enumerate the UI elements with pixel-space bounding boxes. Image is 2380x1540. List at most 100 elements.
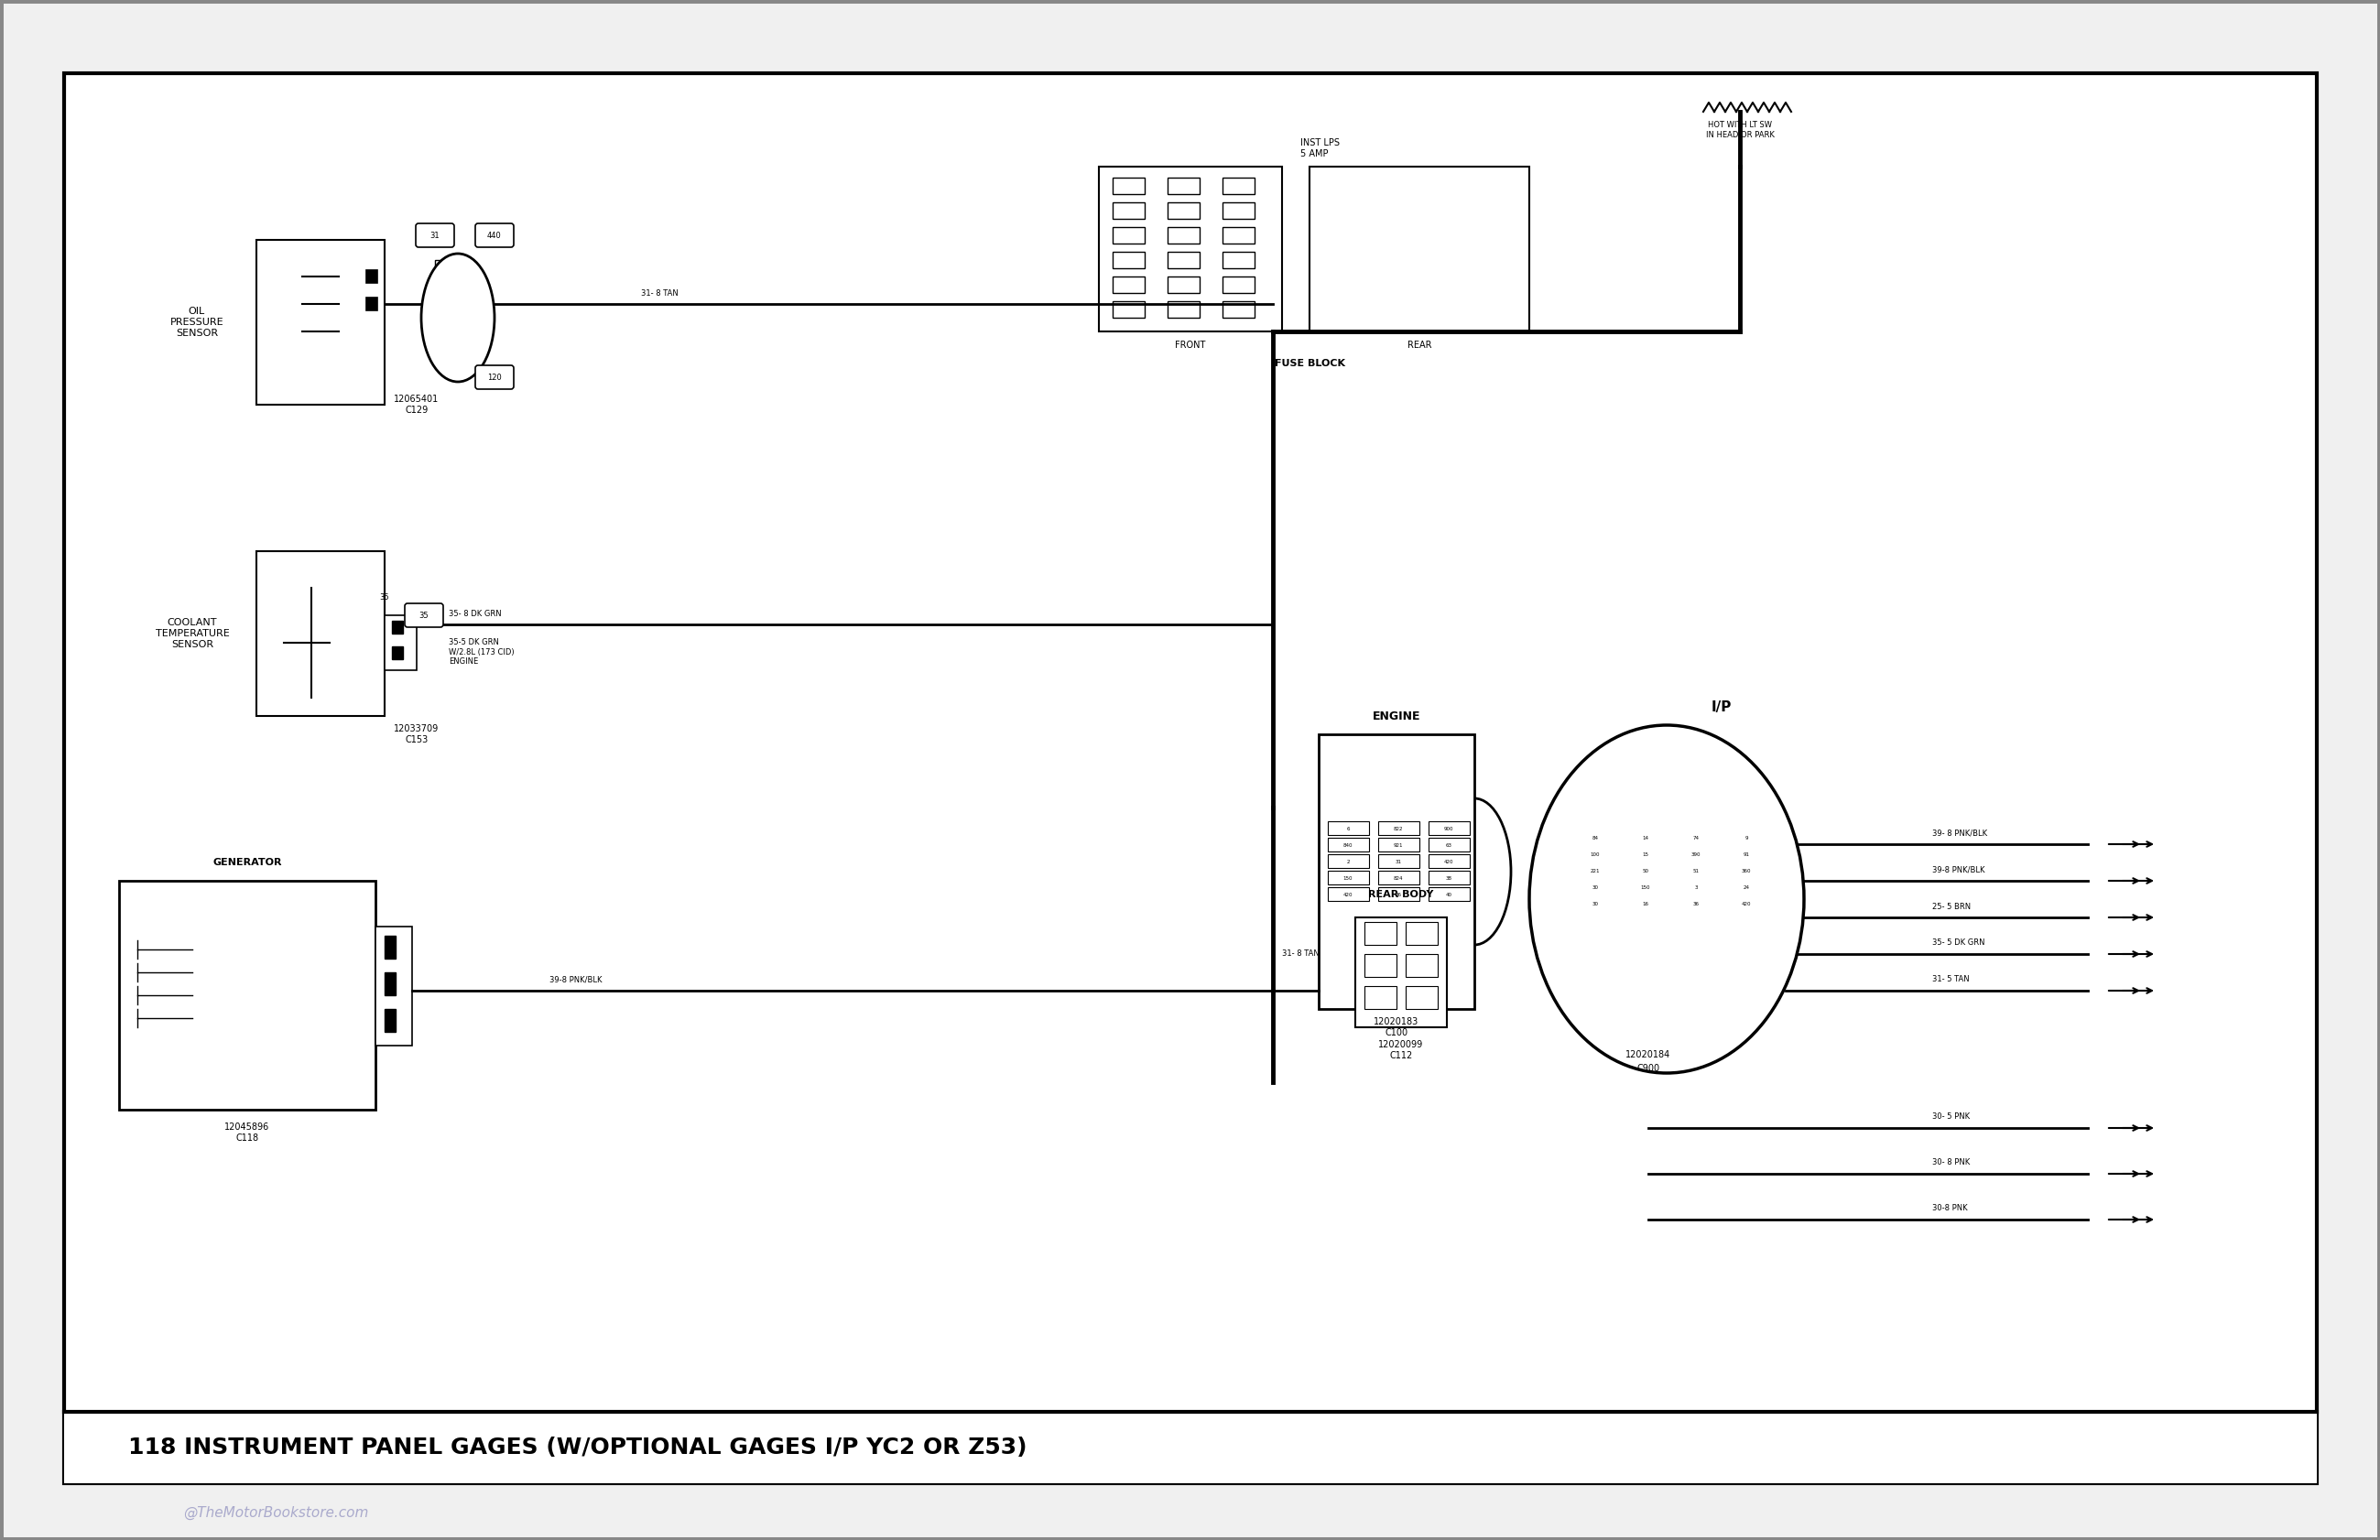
Bar — [119, 881, 376, 1110]
Text: INST LPS
5 AMP: INST LPS 5 AMP — [1299, 139, 1340, 159]
Bar — [1626, 847, 1666, 861]
Bar — [1223, 277, 1254, 293]
Bar — [1378, 887, 1418, 901]
Text: 150: 150 — [1342, 876, 1352, 881]
Text: C900: C900 — [1637, 1064, 1659, 1073]
Text: 36: 36 — [1692, 901, 1699, 906]
Text: 900: 900 — [1445, 827, 1454, 832]
Bar — [1111, 302, 1145, 317]
Bar — [1576, 847, 1616, 861]
Text: 31: 31 — [431, 231, 440, 239]
Text: 50: 50 — [1642, 869, 1649, 873]
Text: 36: 36 — [1395, 892, 1402, 896]
Bar — [367, 297, 378, 311]
Bar — [1169, 277, 1200, 293]
Bar — [386, 936, 395, 958]
Text: 31- 5 TAN: 31- 5 TAN — [1933, 975, 1968, 984]
Bar — [393, 621, 402, 633]
Bar — [1169, 177, 1200, 194]
Text: FRONT: FRONT — [1176, 340, 1207, 350]
Ellipse shape — [1530, 725, 1804, 1073]
Text: 30- 5 PNK: 30- 5 PNK — [1933, 1113, 1971, 1121]
Text: 420: 420 — [1445, 859, 1454, 864]
Bar — [1676, 847, 1716, 861]
Bar — [436, 260, 452, 277]
Bar — [1328, 821, 1368, 835]
Bar — [1725, 864, 1768, 878]
Text: 84: 84 — [1592, 836, 1599, 839]
Text: 31- 8 TAN: 31- 8 TAN — [640, 290, 678, 297]
Text: GENERATOR: GENERATOR — [212, 858, 281, 867]
Bar — [1576, 896, 1616, 910]
Text: 35: 35 — [381, 593, 390, 601]
Text: @TheMotorBookstore.com: @TheMotorBookstore.com — [183, 1506, 369, 1520]
Text: 221: 221 — [1590, 869, 1599, 873]
Bar — [1378, 821, 1418, 835]
Bar — [436, 288, 452, 303]
Text: 30: 30 — [1592, 901, 1599, 906]
Text: 35- 8 DK GRN: 35- 8 DK GRN — [450, 610, 502, 618]
Bar — [1223, 302, 1254, 317]
Bar — [1223, 226, 1254, 243]
Text: ENGINE: ENGINE — [1373, 710, 1421, 722]
Text: 150: 150 — [1640, 886, 1649, 890]
Text: 39-8 PNK/BLK: 39-8 PNK/BLK — [550, 975, 602, 984]
Text: 35: 35 — [419, 611, 428, 619]
Bar — [1407, 922, 1438, 946]
Text: 74: 74 — [1692, 836, 1699, 839]
Text: 38: 38 — [1445, 876, 1452, 881]
Text: 12033709
C153: 12033709 C153 — [395, 724, 440, 744]
Bar — [1169, 226, 1200, 243]
Bar — [1407, 955, 1438, 976]
Bar — [1328, 870, 1368, 884]
Text: 31: 31 — [1395, 859, 1402, 864]
Bar — [1111, 277, 1145, 293]
Bar — [1111, 251, 1145, 268]
Bar — [386, 972, 395, 995]
Bar — [1223, 177, 1254, 194]
Bar — [1309, 166, 1530, 331]
Bar — [1328, 855, 1368, 869]
Text: 12045896
C118: 12045896 C118 — [224, 1123, 269, 1143]
Text: 14: 14 — [1642, 836, 1649, 839]
Bar — [1676, 896, 1716, 910]
Text: 39- 8 PNK/BLK: 39- 8 PNK/BLK — [1933, 829, 1987, 838]
Text: HOT WITH LT SW
IN HEAD OR PARK: HOT WITH LT SW IN HEAD OR PARK — [1706, 122, 1773, 139]
Text: 9: 9 — [1745, 836, 1747, 839]
Text: REAR BODY: REAR BODY — [1368, 890, 1433, 899]
Text: FUSE BLOCK: FUSE BLOCK — [1273, 359, 1345, 368]
Text: 25- 5 BRN: 25- 5 BRN — [1933, 902, 1971, 910]
FancyBboxPatch shape — [476, 223, 514, 248]
Bar — [436, 342, 452, 359]
Bar — [436, 316, 452, 331]
Text: 30: 30 — [1592, 886, 1599, 890]
Text: 118 INSTRUMENT PANEL GAGES (W/OPTIONAL GAGES I/P YC2 OR Z53): 118 INSTRUMENT PANEL GAGES (W/OPTIONAL G… — [129, 1437, 1028, 1458]
Text: REAR: REAR — [1407, 340, 1430, 350]
Bar — [1576, 830, 1616, 844]
Bar — [376, 927, 412, 1046]
Bar — [1626, 879, 1666, 893]
Text: 39-8 PNK/BLK: 39-8 PNK/BLK — [1933, 865, 1985, 873]
Bar — [1676, 879, 1716, 893]
Text: 16: 16 — [1642, 901, 1649, 906]
Text: 35-5 DK GRN
W/2.8L (173 CID)
ENGINE: 35-5 DK GRN W/2.8L (173 CID) ENGINE — [450, 638, 514, 665]
Text: 390: 390 — [1692, 852, 1702, 856]
Bar — [1328, 838, 1368, 852]
Bar — [257, 551, 386, 716]
Bar — [1378, 838, 1418, 852]
Bar — [386, 1009, 395, 1032]
Bar — [1354, 918, 1447, 1027]
Bar — [1169, 202, 1200, 219]
Text: 30- 8 PNK: 30- 8 PNK — [1933, 1158, 1971, 1167]
Text: 120: 120 — [488, 373, 502, 382]
Text: I/P: I/P — [1711, 701, 1733, 713]
Text: 824: 824 — [1395, 876, 1404, 881]
Text: 30-8 PNK: 30-8 PNK — [1933, 1204, 1968, 1212]
Bar — [1428, 855, 1471, 869]
Bar — [1328, 887, 1368, 901]
Bar — [257, 240, 386, 405]
FancyBboxPatch shape — [416, 223, 455, 248]
Text: 6: 6 — [1347, 827, 1349, 832]
Bar — [1319, 735, 1473, 1009]
Bar — [1428, 821, 1471, 835]
